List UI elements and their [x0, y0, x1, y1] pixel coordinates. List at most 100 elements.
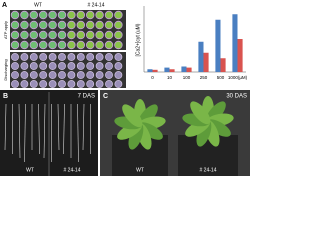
well: [114, 71, 123, 79]
leaf: [190, 101, 211, 125]
well: [39, 62, 48, 70]
well: [95, 53, 104, 61]
well: [57, 10, 67, 20]
well: [48, 40, 57, 50]
pot: [178, 135, 238, 176]
well: [86, 71, 95, 79]
well: [29, 62, 38, 70]
bar: [220, 58, 226, 72]
root: [4, 103, 7, 151]
bar: [169, 69, 175, 72]
well: [76, 20, 85, 30]
root: [18, 103, 21, 159]
root: [24, 103, 26, 163]
well: [86, 80, 95, 88]
well: [20, 20, 29, 30]
well: [95, 10, 104, 20]
well: [57, 40, 67, 50]
well: [29, 10, 38, 20]
well: [76, 80, 85, 88]
well: [86, 53, 95, 61]
well: [67, 62, 76, 70]
well: [105, 62, 113, 70]
well: [20, 40, 29, 50]
genotype-label: WT: [26, 167, 34, 173]
well: [86, 62, 95, 70]
well: [39, 20, 48, 30]
panel-letter: B: [3, 93, 8, 100]
bar: [164, 67, 170, 72]
well: [48, 62, 57, 70]
bar: [186, 67, 192, 72]
well: [29, 71, 38, 79]
well: [67, 53, 76, 61]
well: [11, 80, 19, 88]
well: [105, 53, 113, 61]
well: [95, 20, 104, 30]
leaves: [114, 96, 234, 150]
well: [104, 40, 114, 50]
well: [39, 10, 48, 20]
root: [38, 103, 40, 155]
well: [85, 40, 95, 50]
bar-chart: 0 10 100 250 500 1000(µM): [147, 14, 248, 80]
root: [63, 103, 65, 155]
genotype-label: WT: [136, 167, 144, 173]
well: [10, 30, 20, 40]
genotype-label: # 24-14: [88, 2, 105, 8]
well: [76, 30, 85, 40]
genotype-label: # 24-14: [200, 167, 217, 173]
wells: [10, 10, 123, 88]
well: [104, 10, 114, 20]
well: [85, 30, 95, 40]
well: [104, 30, 114, 40]
well: [114, 80, 123, 88]
well: [104, 20, 114, 30]
row-label: Discharging: [3, 59, 8, 80]
well: [67, 30, 76, 40]
well: [48, 10, 57, 20]
stage-label: 30 DAS: [226, 94, 247, 100]
well: [95, 71, 104, 79]
well: [39, 53, 48, 61]
root: [82, 103, 85, 151]
well: [20, 30, 29, 40]
figure: A WT # 24-14 ATP apply Discharging [Ca2+…: [0, 0, 250, 176]
bar: [152, 69, 158, 72]
well: [29, 80, 38, 88]
well: [76, 40, 85, 50]
well: [85, 10, 95, 20]
well: [76, 62, 85, 70]
well: [20, 62, 29, 70]
well: [48, 30, 57, 40]
well: [39, 30, 48, 40]
well: [20, 80, 29, 88]
leaf: [122, 104, 143, 128]
roots: [4, 92, 91, 176]
well: [95, 40, 104, 50]
bar: [237, 39, 243, 72]
well: [39, 71, 48, 79]
well: [10, 40, 20, 50]
panel-letter: C: [103, 93, 108, 100]
well: [58, 62, 66, 70]
panel-letter: A: [2, 2, 7, 9]
well: [114, 10, 123, 20]
well: [114, 53, 123, 61]
well: [20, 10, 29, 20]
well: [76, 71, 85, 79]
well: [29, 40, 38, 50]
well: [58, 71, 66, 79]
x-tick-label: 250: [200, 75, 208, 80]
bar: [147, 69, 153, 72]
well: [95, 62, 104, 70]
bar: [203, 52, 209, 72]
well: [114, 62, 123, 70]
well: [58, 53, 66, 61]
well: [29, 20, 38, 30]
well: [105, 71, 113, 79]
well: [76, 10, 85, 20]
well: [20, 53, 29, 61]
x-tick-label: 0: [151, 75, 154, 80]
well: [76, 53, 85, 61]
